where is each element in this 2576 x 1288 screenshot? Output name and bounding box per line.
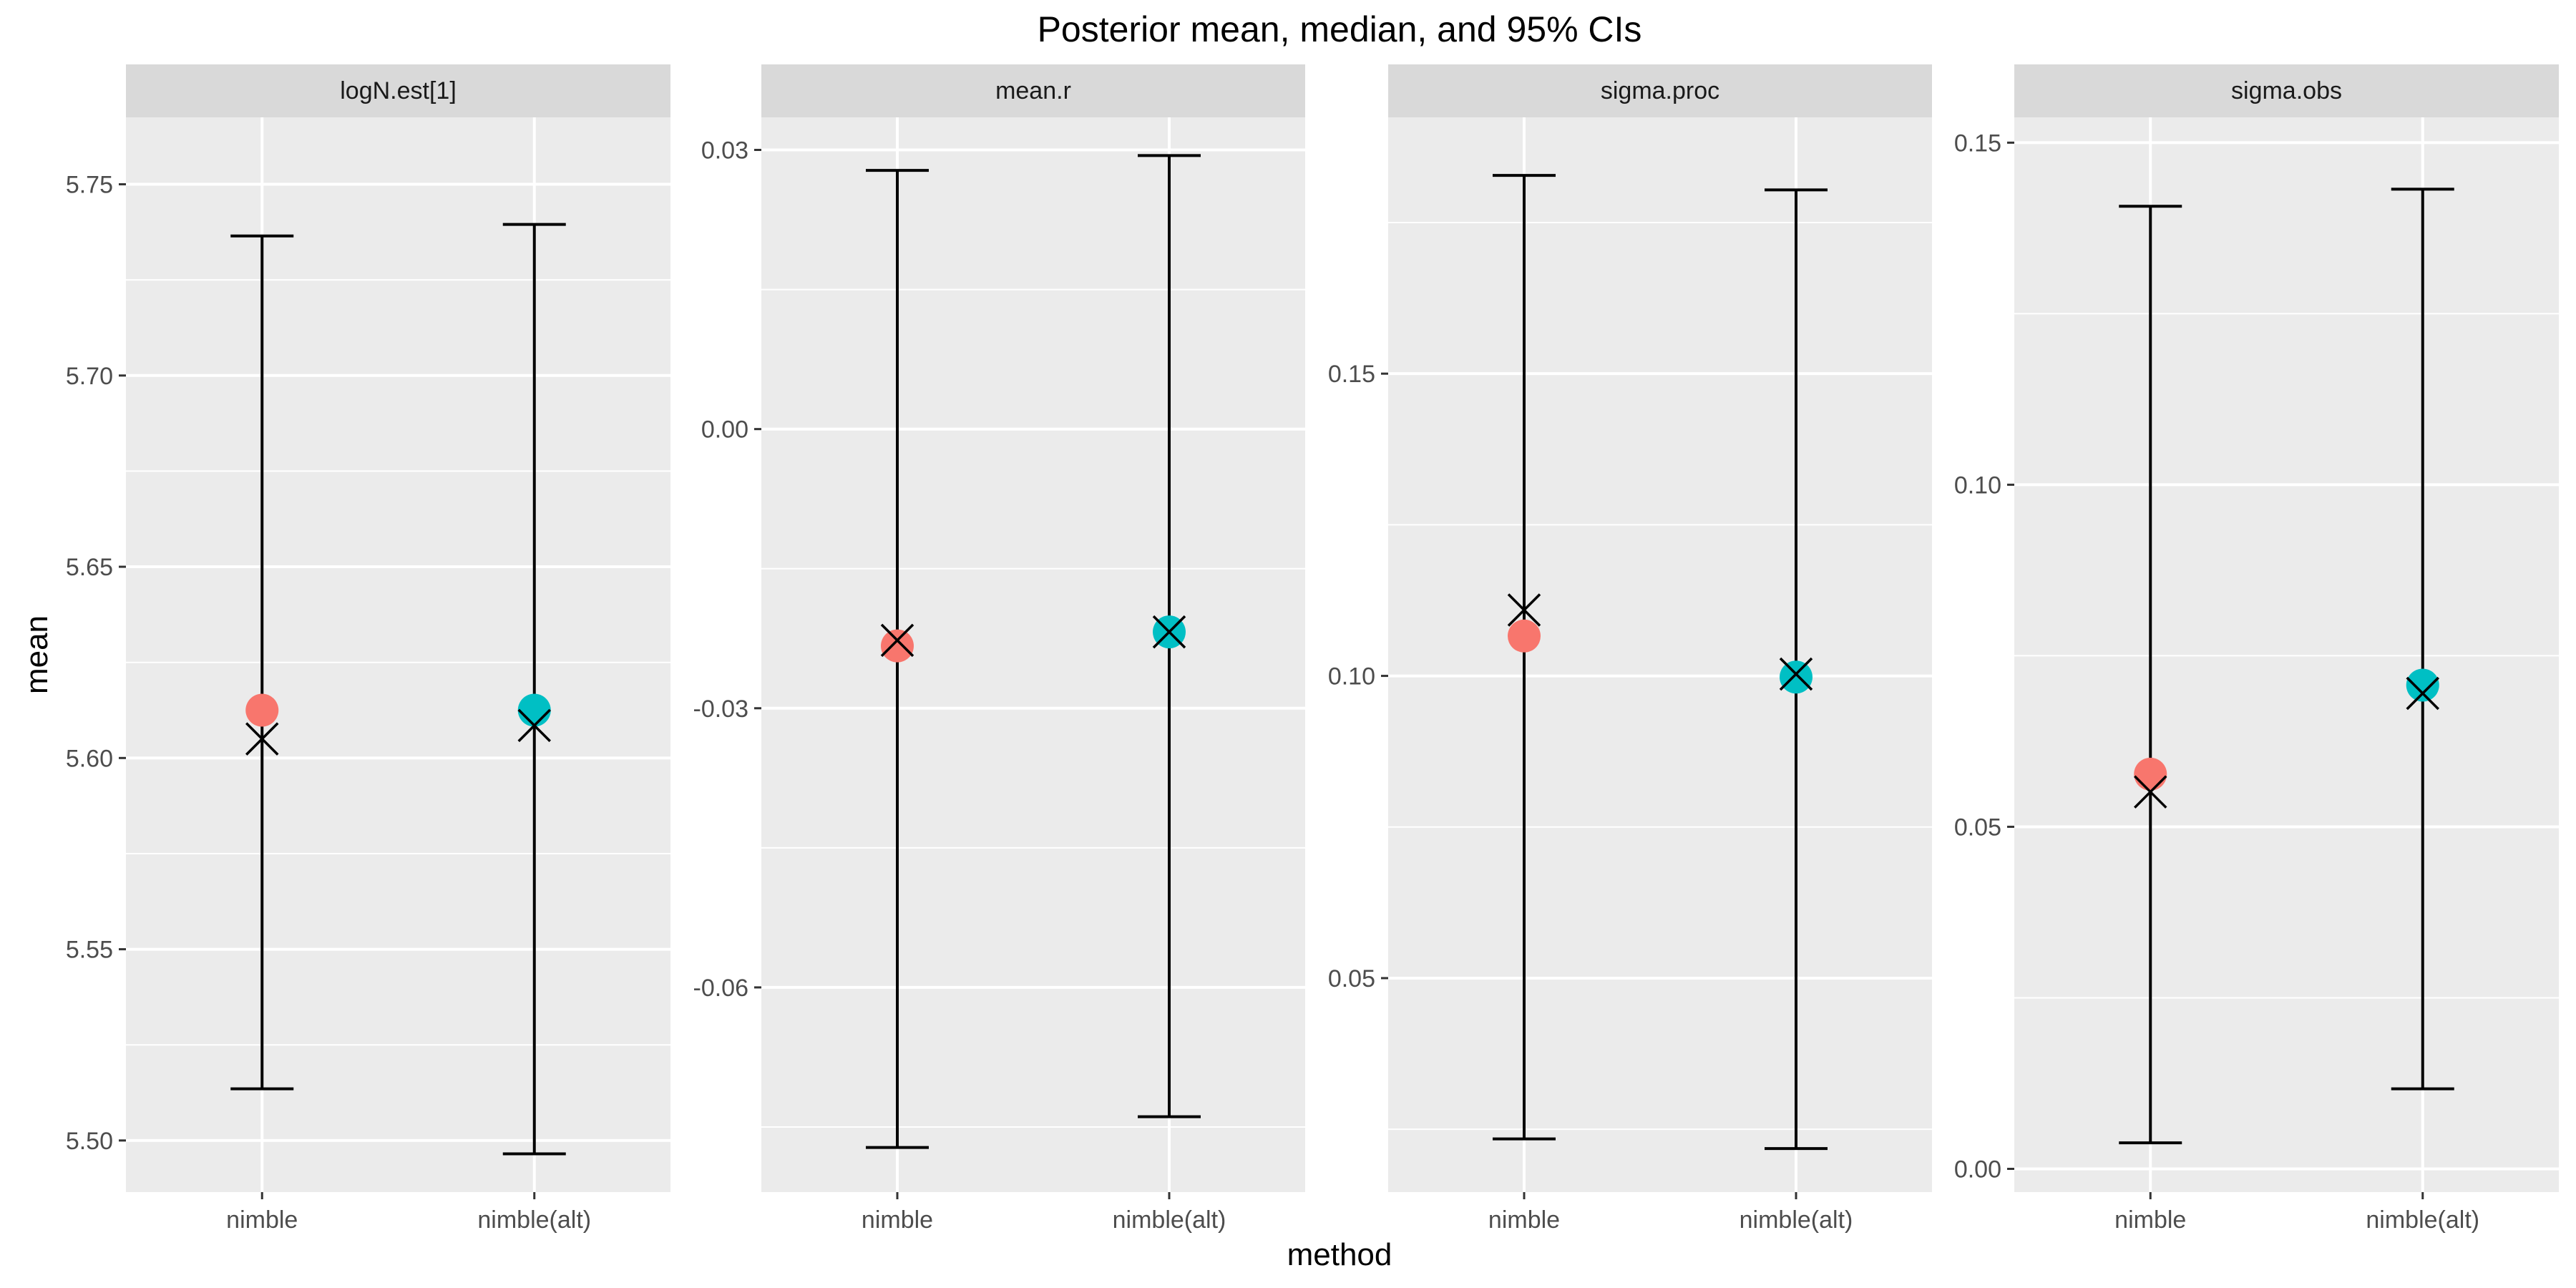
- mean-point: [1508, 619, 1541, 653]
- panel-background: [761, 117, 1305, 1192]
- panel-background: [2014, 117, 2559, 1192]
- y-tick-label: 0.00: [701, 416, 748, 444]
- y-tick-label: 0.03: [701, 137, 748, 165]
- y-tick-label: 0.10: [1328, 663, 1375, 691]
- facet-strip: [761, 64, 1305, 117]
- mean-point: [1780, 660, 1813, 694]
- chart-title: Posterior mean, median, and 95% CIs: [1038, 9, 1642, 49]
- y-tick-label: 5.65: [66, 554, 113, 581]
- facet-strip: [126, 64, 670, 117]
- median-marker-stroke: [1507, 593, 1541, 627]
- x-tick-label: nimble(alt): [1113, 1206, 1226, 1234]
- median-marker-stroke: [1779, 657, 1813, 691]
- facet-strip-label: logN.est[1]: [340, 77, 457, 104]
- y-tick-label: 5.70: [66, 363, 113, 390]
- median-marker-stroke: [880, 623, 914, 658]
- x-tick-label: nimble(alt): [477, 1206, 591, 1234]
- mean-point: [2406, 668, 2439, 702]
- y-tick-label: -0.03: [693, 696, 749, 723]
- facet-panel: sigma.proc 0.05 0.10 0.15 nimble nimble(alt): [1328, 64, 1932, 1234]
- y-tick-label: 0.05: [1954, 814, 2001, 841]
- y-tick-label: 5.60: [66, 745, 113, 772]
- panel-background: [1388, 117, 1932, 1192]
- mean-point: [2134, 757, 2167, 791]
- y-tick-label: 5.50: [66, 1128, 113, 1155]
- y-tick-label: 0.05: [1328, 965, 1375, 992]
- facet-strip-label: sigma.proc: [1601, 77, 1719, 104]
- facets-group: logN.est[1] 5.50 5.55 5.60 5.65 5.70 5.75 nimbl…: [66, 64, 2559, 1234]
- x-tick-label: nimble: [2114, 1206, 2186, 1234]
- median-marker-stroke: [517, 708, 551, 743]
- y-tick-label: 0.10: [1954, 472, 2001, 499]
- y-tick-label: 0.00: [1954, 1156, 2001, 1183]
- facet-panel: mean.r -0.06 -0.03 0.00 0.03 nimble nimble(alt…: [693, 64, 1305, 1234]
- x-tick-label: nimble(alt): [2366, 1206, 2479, 1234]
- median-marker-stroke: [245, 722, 279, 756]
- mean-point: [517, 693, 551, 727]
- facet-strip-label: mean.r: [995, 77, 1071, 104]
- median-marker-stroke: [2134, 775, 2167, 809]
- y-tick-label: 0.15: [1954, 130, 2001, 157]
- facet-panel: sigma.obs 0.00 0.05 0.10 0.15 nimble nimble(al…: [1954, 64, 2559, 1234]
- median-marker-stroke: [2406, 676, 2439, 711]
- facet-strip: [1388, 64, 1932, 117]
- facet-strip-label: sigma.obs: [2231, 77, 2342, 104]
- y-tick-label: 5.55: [66, 937, 113, 964]
- y-tick-label: 5.75: [66, 172, 113, 199]
- y-tick-label: -0.06: [693, 975, 749, 1002]
- x-tick-label: nimble: [1488, 1206, 1560, 1234]
- x-tick-label: nimble: [862, 1206, 933, 1234]
- facet-strip: [2014, 64, 2559, 117]
- y-axis-title: mean: [19, 615, 54, 694]
- median-marker-stroke: [1152, 615, 1186, 649]
- mean-point: [881, 629, 914, 663]
- x-tick-label: nimble: [226, 1206, 298, 1234]
- mean-point: [245, 693, 279, 727]
- panel-background: [126, 117, 670, 1192]
- y-tick-label: 0.15: [1328, 361, 1375, 388]
- x-tick-label: nimble(alt): [1740, 1206, 1853, 1234]
- x-axis-title: method: [1287, 1237, 1392, 1272]
- facet-panel: logN.est[1] 5.50 5.55 5.60 5.65 5.70 5.75 nimbl…: [66, 64, 670, 1234]
